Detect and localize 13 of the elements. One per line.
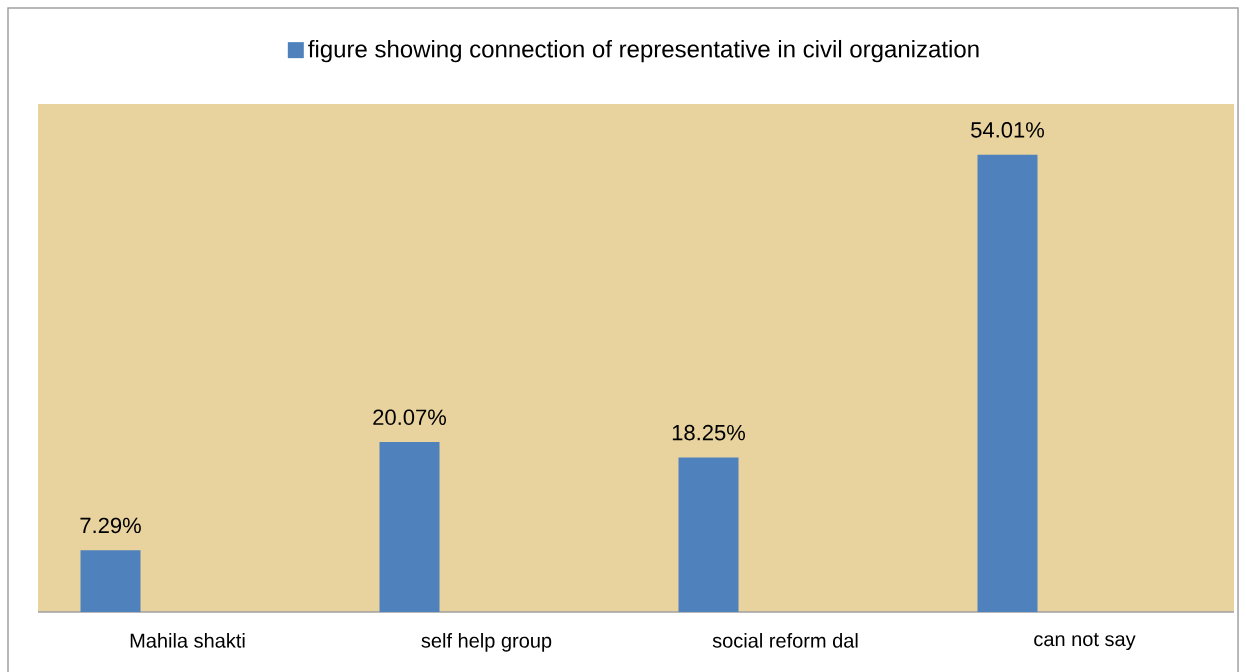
- legend-label: figure showing connection of representative in civil organization: [308, 39, 979, 63]
- data-label: 18.25%: [672, 424, 745, 441]
- data-label: 54.01%: [971, 122, 1044, 138]
- data-label: 7.29%: [80, 517, 141, 534]
- bar: [379, 442, 440, 612]
- bar: [977, 154, 1038, 612]
- bar: [678, 457, 739, 612]
- x-tick-label: can not say: [1034, 633, 1136, 651]
- x-tick-label: self help group: [421, 633, 552, 652]
- x-tick-label: social reform dal: [712, 633, 858, 648]
- bar: [80, 550, 141, 612]
- x-tick-label: Mahila shakti: [130, 633, 245, 648]
- data-label: 20.07%: [373, 409, 446, 425]
